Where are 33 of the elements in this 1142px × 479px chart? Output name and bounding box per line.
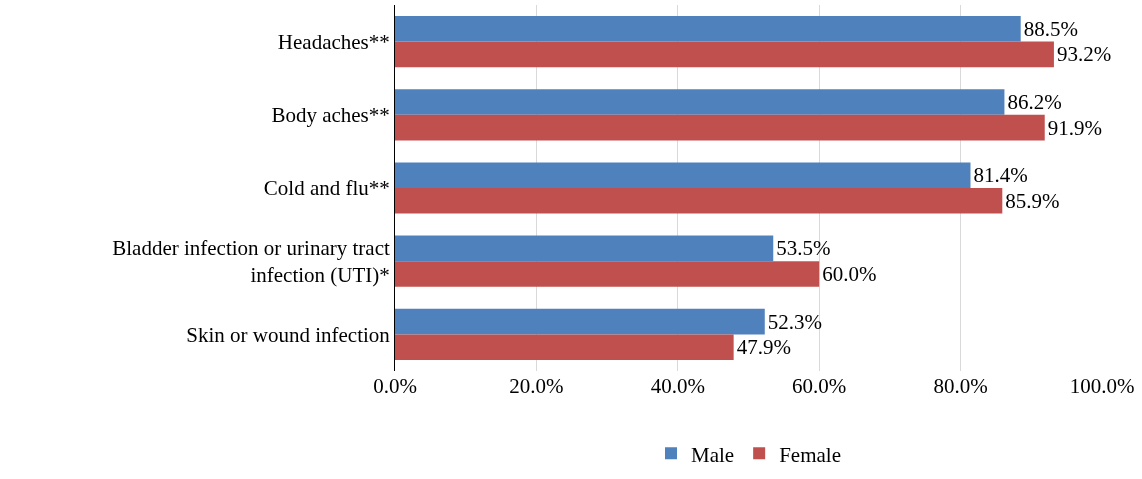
bar — [395, 162, 971, 188]
data-label: 53.5% — [776, 236, 831, 261]
y-tick-label: Body aches** — [271, 103, 390, 128]
data-label: 81.4% — [973, 163, 1028, 188]
y-tick-label: Bladder infection or urinary tract infection (UTI)* — [112, 235, 390, 288]
x-tick-label: 0.0% — [373, 374, 417, 398]
bar — [395, 308, 765, 335]
data-label: 86.2% — [1007, 89, 1062, 114]
bar — [395, 114, 1045, 141]
bar — [395, 261, 820, 287]
data-label: 88.5% — [1023, 16, 1078, 41]
y-tick-label: Headaches** — [277, 29, 390, 54]
x-tick-label: 20.0% — [509, 374, 564, 398]
data-label: 85.9% — [1005, 188, 1060, 213]
y-tick-label: Skin or wound infection — [186, 322, 391, 347]
x-tick-label: 40.0% — [650, 374, 705, 398]
data-label: 91.9% — [1047, 115, 1102, 140]
legend-label: Male — [691, 442, 735, 467]
bar — [395, 15, 1021, 42]
data-label: 60.0% — [822, 262, 877, 287]
bar — [395, 235, 774, 262]
x-tick-label: 80.0% — [933, 374, 988, 398]
x-tick-label: 60.0% — [792, 374, 847, 398]
data-label: 47.9% — [736, 335, 791, 360]
bar — [395, 188, 1003, 214]
y-tick-label: Cold and flu** — [263, 176, 390, 201]
bar — [395, 334, 734, 361]
data-label: 93.2% — [1056, 42, 1112, 67]
bar — [395, 89, 1005, 115]
data-label: 52.3% — [767, 309, 823, 334]
x-tick-label: 100.0% — [1069, 374, 1135, 398]
bar — [395, 41, 1054, 68]
legend-label: Female — [779, 442, 841, 467]
